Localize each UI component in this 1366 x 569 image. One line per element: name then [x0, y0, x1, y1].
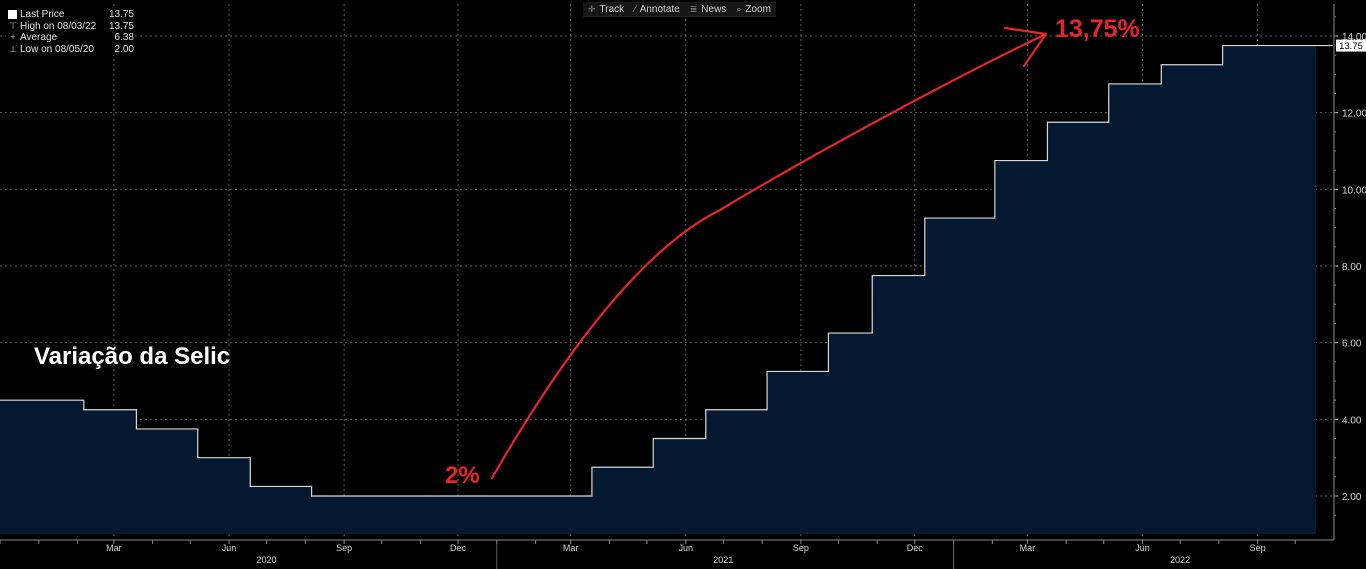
legend-value: 2.00: [114, 43, 134, 55]
axes: 2.00 4.00 6.00 8.00 10.00 12.00 14.00 Mar Jun Sep…: [0, 4, 1366, 569]
high-marker-icon: ⊤: [9, 20, 17, 31]
average-marker-icon: +: [10, 32, 16, 42]
square-icon: [8, 10, 17, 20]
zoom-label: Zoom: [745, 3, 771, 15]
y-tick-label: 6.00: [1342, 339, 1362, 350]
x-tick-label: Mar: [1020, 543, 1036, 553]
annotate-button[interactable]: ∕ Annotate: [629, 2, 685, 16]
crosshair-icon: ✛: [588, 3, 596, 14]
x-tick-label: Sep: [793, 543, 809, 553]
chart-title: Variação da Selic: [34, 343, 231, 370]
legend-label: Last Price: [20, 9, 65, 20]
y-tick-label: 10.00: [1342, 185, 1366, 196]
x-tick-label: Sep: [336, 543, 352, 553]
x-year-label: 2022: [1170, 555, 1190, 565]
x-tick-label: Jun: [1135, 543, 1150, 553]
last-value-tag: [1336, 39, 1366, 52]
x-year-label: 2021: [713, 555, 733, 565]
x-year-label: 2020: [257, 555, 277, 565]
y-tick-label: 12.00: [1342, 109, 1366, 120]
low-marker-icon: ⊥: [9, 43, 17, 54]
last-value-label: 13.75: [1339, 41, 1363, 52]
legend-row-average[interactable]: + Average 6.38: [6, 32, 134, 44]
trend-arrow: [490, 26, 1048, 480]
x-tick-label: Dec: [907, 543, 924, 553]
x-tick-label: Sep: [1250, 543, 1266, 553]
annotation-start: 2%: [445, 462, 480, 489]
track-label: Track: [599, 3, 625, 15]
price-line: [0, 44, 1333, 497]
legend-label: Average: [20, 32, 58, 43]
annotate-label: Annotate: [639, 3, 680, 15]
legend-value: 6.38: [114, 32, 134, 43]
legend-row-last-price[interactable]: Last Price 13.75: [6, 9, 134, 21]
annotation-end: 13,75%: [1055, 15, 1140, 43]
chart-toolbar: ✛ Track ∕ Annotate ≣ News ⌕ Zoom: [583, 2, 776, 17]
y-tick-label: 2.00: [1342, 492, 1362, 503]
chart-legend: Last Price 13.75 ⊤ High on 08/03/22 13.7…: [6, 9, 134, 55]
legend-label: Low on 08/05/20: [20, 43, 94, 55]
x-tick-label: Jun: [679, 543, 694, 553]
track-button[interactable]: ✛ Track: [583, 2, 629, 16]
pencil-icon: ∕: [634, 4, 636, 14]
x-tick-label: Jun: [222, 543, 237, 553]
y-tick-label: 8.00: [1342, 262, 1362, 273]
y-tick-label: 4.00: [1342, 415, 1362, 426]
area-fill: [0, 45, 1333, 534]
legend-row-high[interactable]: ⊤ High on 08/03/22 13.75: [6, 21, 134, 33]
legend-label: High on 08/03/22: [20, 20, 97, 32]
news-label: News: [701, 3, 727, 15]
x-tick-label: Mar: [563, 543, 579, 553]
legend-value: 13.75: [108, 9, 134, 20]
news-icon: ≣: [689, 3, 698, 14]
legend-value: 13.75: [108, 20, 134, 32]
news-button[interactable]: ≣ News: [685, 2, 732, 16]
y-tick-label: 14.00: [1342, 32, 1366, 43]
magnifier-icon: ⌕: [736, 3, 742, 14]
x-tick-label: Dec: [450, 543, 467, 553]
legend-row-low[interactable]: ⊥ Low on 08/05/20 2.00: [6, 44, 134, 56]
x-tick-label: Mar: [106, 543, 122, 553]
zoom-button[interactable]: ⌕ Zoom: [731, 2, 776, 16]
